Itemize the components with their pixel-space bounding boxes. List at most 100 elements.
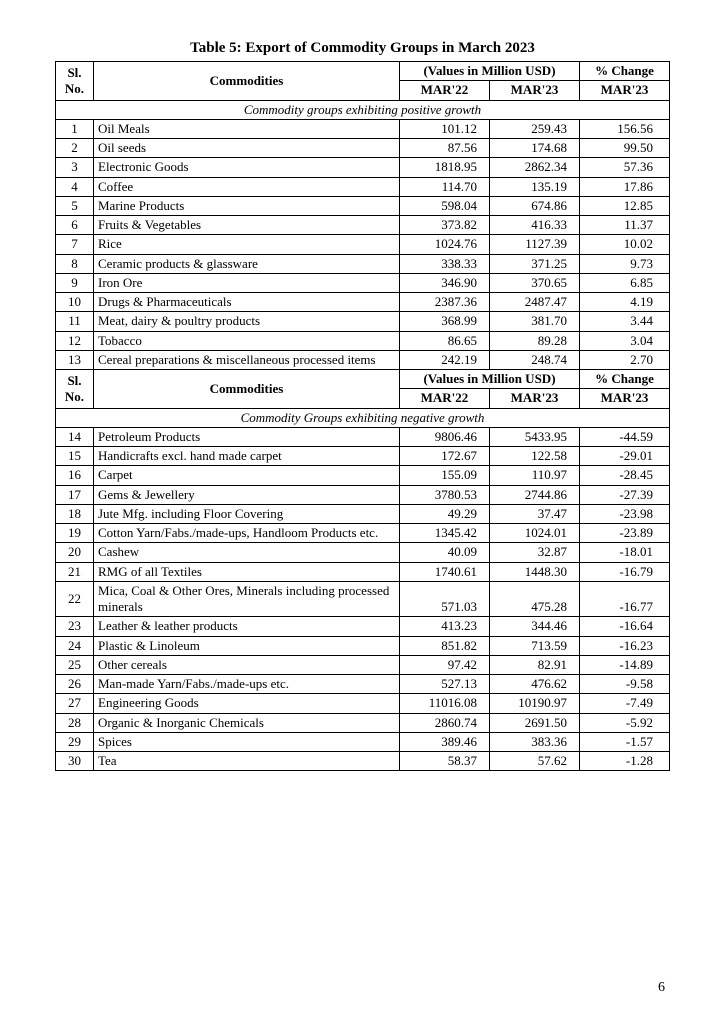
- table-row: 20Cashew40.0932.87-18.01: [56, 543, 670, 562]
- cell-mar22: 2387.36: [399, 293, 489, 312]
- cell-change: 57.36: [580, 158, 670, 177]
- table-row: 15Handicrafts excl. hand made carpet172.…: [56, 447, 670, 466]
- cell-mar22: 3780.53: [399, 485, 489, 504]
- cell-change: 99.50: [580, 139, 670, 158]
- cell-sl: 18: [56, 504, 94, 523]
- cell-mar23: 381.70: [489, 312, 579, 331]
- cell-sl: 16: [56, 466, 94, 485]
- cell-mar22: 389.46: [399, 732, 489, 751]
- cell-mar23: 110.97: [489, 466, 579, 485]
- table-row: 26Man-made Yarn/Fabs./made-ups etc.527.1…: [56, 675, 670, 694]
- table-row: 17Gems & Jewellery3780.532744.86-27.39: [56, 485, 670, 504]
- cell-sl: 13: [56, 350, 94, 369]
- cell-mar23: 2744.86: [489, 485, 579, 504]
- cell-mar23: 713.59: [489, 636, 579, 655]
- cell-mar22: 598.04: [399, 196, 489, 215]
- cell-sl: 19: [56, 524, 94, 543]
- cell-change: -18.01: [580, 543, 670, 562]
- cell-mar23: 259.43: [489, 119, 579, 138]
- cell-change: -1.57: [580, 732, 670, 751]
- cell-change: -28.45: [580, 466, 670, 485]
- cell-mar22: 373.82: [399, 216, 489, 235]
- cell-mar23: 370.65: [489, 273, 579, 292]
- cell-mar23: 1448.30: [489, 562, 579, 581]
- cell-mar23: 2487.47: [489, 293, 579, 312]
- cell-change: -9.58: [580, 675, 670, 694]
- cell-change: -29.01: [580, 447, 670, 466]
- cell-sl: 25: [56, 655, 94, 674]
- cell-mar22: 87.56: [399, 139, 489, 158]
- cell-change: -5.92: [580, 713, 670, 732]
- cell-mar23: 135.19: [489, 177, 579, 196]
- cell-mar22: 413.23: [399, 617, 489, 636]
- cell-mar23: 371.25: [489, 254, 579, 273]
- cell-mar22: 571.03: [399, 581, 489, 617]
- table-row: 13Cereal preparations & miscellaneous pr…: [56, 350, 670, 369]
- cell-mar22: 1024.76: [399, 235, 489, 254]
- header-values-label: (Values in Million USD): [399, 62, 579, 81]
- cell-change: 11.37: [580, 216, 670, 235]
- cell-mar22: 1345.42: [399, 524, 489, 543]
- table-row: 27Engineering Goods11016.0810190.97-7.49: [56, 694, 670, 713]
- header-mar22: MAR'22: [399, 389, 489, 408]
- cell-change: 12.85: [580, 196, 670, 215]
- cell-mar23: 344.46: [489, 617, 579, 636]
- header-commodities: Commodities: [94, 370, 400, 409]
- cell-mar23: 416.33: [489, 216, 579, 235]
- header-change-mar23: MAR'23: [580, 389, 670, 408]
- cell-sl: 20: [56, 543, 94, 562]
- cell-change: 17.86: [580, 177, 670, 196]
- cell-mar23: 383.36: [489, 732, 579, 751]
- header-change-label: % Change: [580, 370, 670, 389]
- cell-mar22: 1818.95: [399, 158, 489, 177]
- cell-commodity: Meat, dairy & poultry products: [94, 312, 400, 331]
- table-row: 2Oil seeds87.56174.6899.50: [56, 139, 670, 158]
- cell-change: 6.85: [580, 273, 670, 292]
- cell-mar22: 346.90: [399, 273, 489, 292]
- header-mar22: MAR'22: [399, 81, 489, 100]
- header-change-mar23: MAR'23: [580, 81, 670, 100]
- cell-change: 3.44: [580, 312, 670, 331]
- cell-mar23: 476.62: [489, 675, 579, 694]
- cell-change: -16.77: [580, 581, 670, 617]
- cell-mar22: 97.42: [399, 655, 489, 674]
- cell-commodity: Electronic Goods: [94, 158, 400, 177]
- cell-mar23: 32.87: [489, 543, 579, 562]
- cell-commodity: Cotton Yarn/Fabs./made-ups, Handloom Pro…: [94, 524, 400, 543]
- cell-commodity: Tobacco: [94, 331, 400, 350]
- page-number: 6: [658, 980, 665, 996]
- cell-sl: 22: [56, 581, 94, 617]
- cell-change: -14.89: [580, 655, 670, 674]
- table-row: 28Organic & Inorganic Chemicals2860.7426…: [56, 713, 670, 732]
- table-row: 16Carpet155.09110.97-28.45: [56, 466, 670, 485]
- cell-sl: 10: [56, 293, 94, 312]
- table-row: 1Oil Meals101.12259.43156.56: [56, 119, 670, 138]
- cell-sl: 4: [56, 177, 94, 196]
- cell-commodity: Petroleum Products: [94, 427, 400, 446]
- table-row: 23Leather & leather products413.23344.46…: [56, 617, 670, 636]
- section-negative: Commodity Groups exhibiting negative gro…: [56, 408, 670, 427]
- cell-mar23: 122.58: [489, 447, 579, 466]
- table-row: 22Mica, Coal & Other Ores, Minerals incl…: [56, 581, 670, 617]
- cell-mar23: 10190.97: [489, 694, 579, 713]
- header-commodities: Commodities: [94, 62, 400, 101]
- cell-mar23: 57.62: [489, 752, 579, 771]
- cell-mar22: 527.13: [399, 675, 489, 694]
- cell-mar23: 5433.95: [489, 427, 579, 446]
- cell-commodity: Cashew: [94, 543, 400, 562]
- cell-change: -23.89: [580, 524, 670, 543]
- header-mar23: MAR'23: [489, 389, 579, 408]
- cell-commodity: Other cereals: [94, 655, 400, 674]
- table-row: 21RMG of all Textiles1740.611448.30-16.7…: [56, 562, 670, 581]
- cell-sl: 2: [56, 139, 94, 158]
- cell-mar22: 851.82: [399, 636, 489, 655]
- cell-sl: 3: [56, 158, 94, 177]
- cell-commodity: Spices: [94, 732, 400, 751]
- cell-mar23: 1024.01: [489, 524, 579, 543]
- cell-sl: 24: [56, 636, 94, 655]
- table-row: 29Spices389.46383.36-1.57: [56, 732, 670, 751]
- cell-sl: 30: [56, 752, 94, 771]
- table-row: 30Tea58.3757.62-1.28: [56, 752, 670, 771]
- header-change-label: % Change: [580, 62, 670, 81]
- cell-mar22: 86.65: [399, 331, 489, 350]
